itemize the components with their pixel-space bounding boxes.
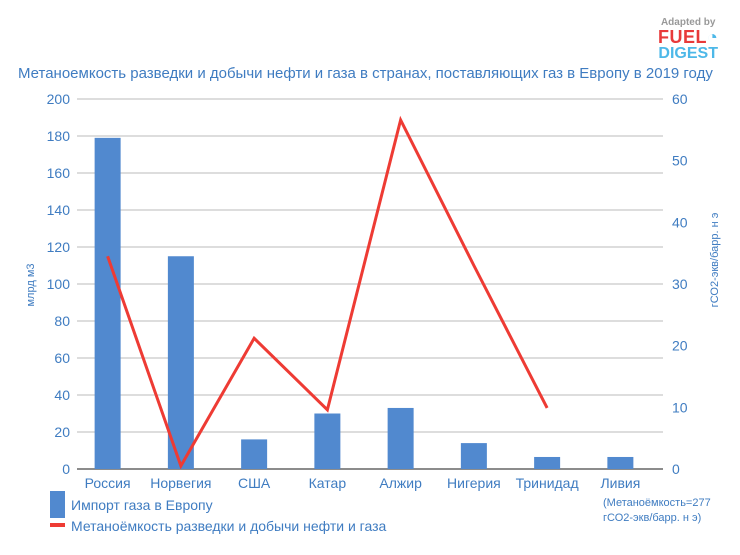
y-tick-label: 160 (47, 165, 71, 181)
annotation-line-2: гСО2-экв/барр. н э) (603, 512, 701, 524)
y2-tick-label: 40 (672, 214, 688, 230)
annotation-line-1: (Метаноёмкость=277 (603, 497, 711, 509)
y-tick-label: 200 (47, 91, 71, 107)
y2-tick-label: 30 (672, 276, 688, 292)
y-tick-label: 140 (47, 202, 71, 218)
legend-bar-label: Импорт газа в Европу (71, 497, 213, 513)
y2-tick-label: 10 (672, 399, 688, 415)
bar (460, 443, 487, 469)
y2-tick-label: 20 (672, 338, 688, 354)
x-tick-label: Нигерия (447, 475, 501, 491)
x-tick-label: Ливия (600, 475, 640, 491)
y-tick-label: 0 (62, 461, 70, 477)
y-tick-label: 120 (47, 239, 71, 255)
y-tick-label: 20 (54, 424, 70, 440)
x-tick-label: Россия (85, 475, 131, 491)
bar (534, 456, 561, 469)
y2-tick-label: 0 (672, 461, 680, 477)
legend-bar-swatch (50, 491, 65, 518)
bar (314, 413, 341, 469)
y-tick-label: 100 (47, 276, 71, 292)
x-tick-label: Тринидад (516, 475, 579, 491)
x-tick-label: Норвегия (150, 475, 211, 491)
x-tick-label: Катар (309, 475, 347, 491)
chart-title: Метаноемкость разведки и добычи нефти и … (18, 65, 713, 82)
bar (241, 439, 268, 469)
y-axis-label: млрд м3 (25, 263, 37, 306)
y2-axis-label: гСО2-экв/барр. н э (709, 212, 721, 307)
y-tick-label: 40 (54, 387, 70, 403)
bar (94, 137, 121, 469)
legend-line-swatch (50, 523, 65, 527)
y-tick-label: 80 (54, 313, 70, 329)
bar (387, 407, 414, 469)
y2-tick-label: 60 (672, 91, 688, 107)
bar (167, 256, 194, 469)
legend-line-label: Метаноёмкость разведки и добычи нефти и … (71, 518, 387, 534)
x-tick-label: США (238, 475, 271, 491)
y2-tick-label: 50 (672, 153, 688, 169)
y-tick-label: 60 (54, 350, 70, 366)
x-tick-label: Алжир (379, 475, 422, 491)
bar (607, 456, 634, 469)
fuel-digest-logo: Adapted by FUEL◔ DIGEST (658, 17, 719, 62)
y-tick-label: 180 (47, 128, 71, 144)
